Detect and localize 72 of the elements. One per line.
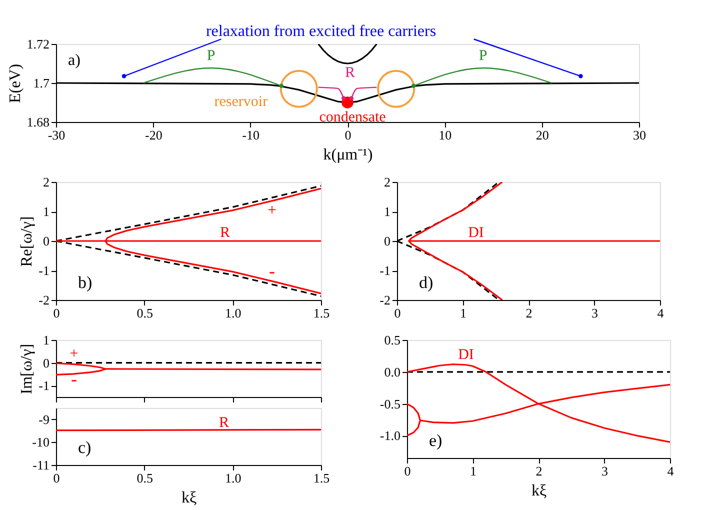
annotation: DI (468, 225, 484, 241)
x-tick-label: 0 (404, 464, 411, 478)
x-tick-label: 0 (53, 470, 60, 486)
x-axis-title: kξ (181, 490, 197, 506)
annotation: e) (429, 431, 442, 450)
x-tick-label: 20 (536, 128, 549, 142)
x-axis-title: kξ (531, 482, 547, 500)
annotation: a) (68, 52, 80, 69)
y-axis-title: Im[ω/γ] (18, 344, 36, 394)
annotation: - (269, 261, 275, 281)
y-tick-label: -0.5 (380, 396, 400, 412)
y-axis-title: E(eV) (6, 64, 24, 104)
y-tick-label: 1 (43, 332, 50, 348)
text: relaxation from excited free carriers (206, 23, 436, 40)
y-tick-label: 0.0 (384, 364, 400, 380)
y-tick-label: -1.0 (380, 428, 400, 444)
y-tick-label: 1.7 (33, 76, 50, 90)
x-tick-label: 1.0 (225, 306, 242, 320)
x-tick-label: 1 (470, 464, 476, 478)
y-tick-label: 0.5 (384, 332, 400, 348)
annotation: R (344, 65, 356, 81)
annotation: b) (78, 273, 92, 292)
x-tick-label: 2 (526, 306, 532, 320)
annotation: P (206, 48, 216, 64)
y-tick-label: -1 (38, 263, 50, 278)
x-axis-title: k(μm⁻¹) (323, 146, 373, 164)
annotation: + (267, 202, 277, 219)
x-tick-label: 10 (438, 128, 452, 142)
y-tick-label: -1 (380, 263, 390, 278)
y-tick-label: 0 (43, 355, 50, 370)
x-tick-label: 1.5 (313, 470, 330, 486)
x-tick-label: 3 (592, 306, 598, 320)
x-tick-label: 0 (344, 128, 352, 142)
y-tick-label: 0 (43, 234, 50, 248)
x-tick-label: 0.5 (136, 470, 153, 486)
annotation: d) (419, 273, 434, 292)
x-tick-label: 3 (602, 464, 608, 478)
annotation: + (70, 346, 78, 362)
y-tick-label: 1.68 (26, 114, 50, 130)
x-tick-label: 0.5 (136, 306, 153, 320)
y-tick-label: 1 (384, 204, 390, 219)
y-tick-label: -1 (38, 378, 50, 394)
x-tick-label: 30 (633, 128, 646, 142)
x-tick-label: 1.5 (313, 306, 330, 320)
y-tick-label: 1.72 (26, 36, 50, 52)
x-tick-label: -20 (144, 128, 162, 142)
annotation: P (478, 48, 488, 64)
y-tick-label: 2 (43, 174, 50, 190)
y-tick-label: 2 (384, 174, 390, 190)
y-tick-label: 0 (384, 234, 390, 248)
x-tick-label: 0 (53, 306, 60, 320)
y-axis-title: Re[ω/γ] (18, 216, 36, 267)
x-tick-label: 4 (667, 464, 674, 478)
y-tick-label: 1 (43, 204, 50, 219)
annotation: DI (458, 347, 474, 363)
y-tick-label: -2 (38, 292, 50, 308)
annotation: R (218, 415, 230, 431)
x-tick-label: 4 (657, 306, 664, 320)
y-tick-label: -2 (380, 292, 390, 308)
annotation: reservoir (214, 94, 268, 110)
annotation: R (220, 225, 230, 241)
y-tick-label: -9 (38, 412, 50, 427)
x-tick-label: 1 (460, 306, 466, 320)
annotation: c) (78, 438, 92, 457)
y-tick-label: -10 (32, 434, 50, 450)
y-tick-label: -11 (32, 458, 50, 472)
x-tick-label: -30 (48, 128, 66, 142)
x-tick-label: 2 (536, 464, 542, 478)
annotation: - (71, 369, 77, 389)
x-tick-label: -10 (242, 128, 260, 142)
annotation: condensate (319, 110, 386, 126)
x-tick-label: 1.0 (225, 470, 242, 486)
